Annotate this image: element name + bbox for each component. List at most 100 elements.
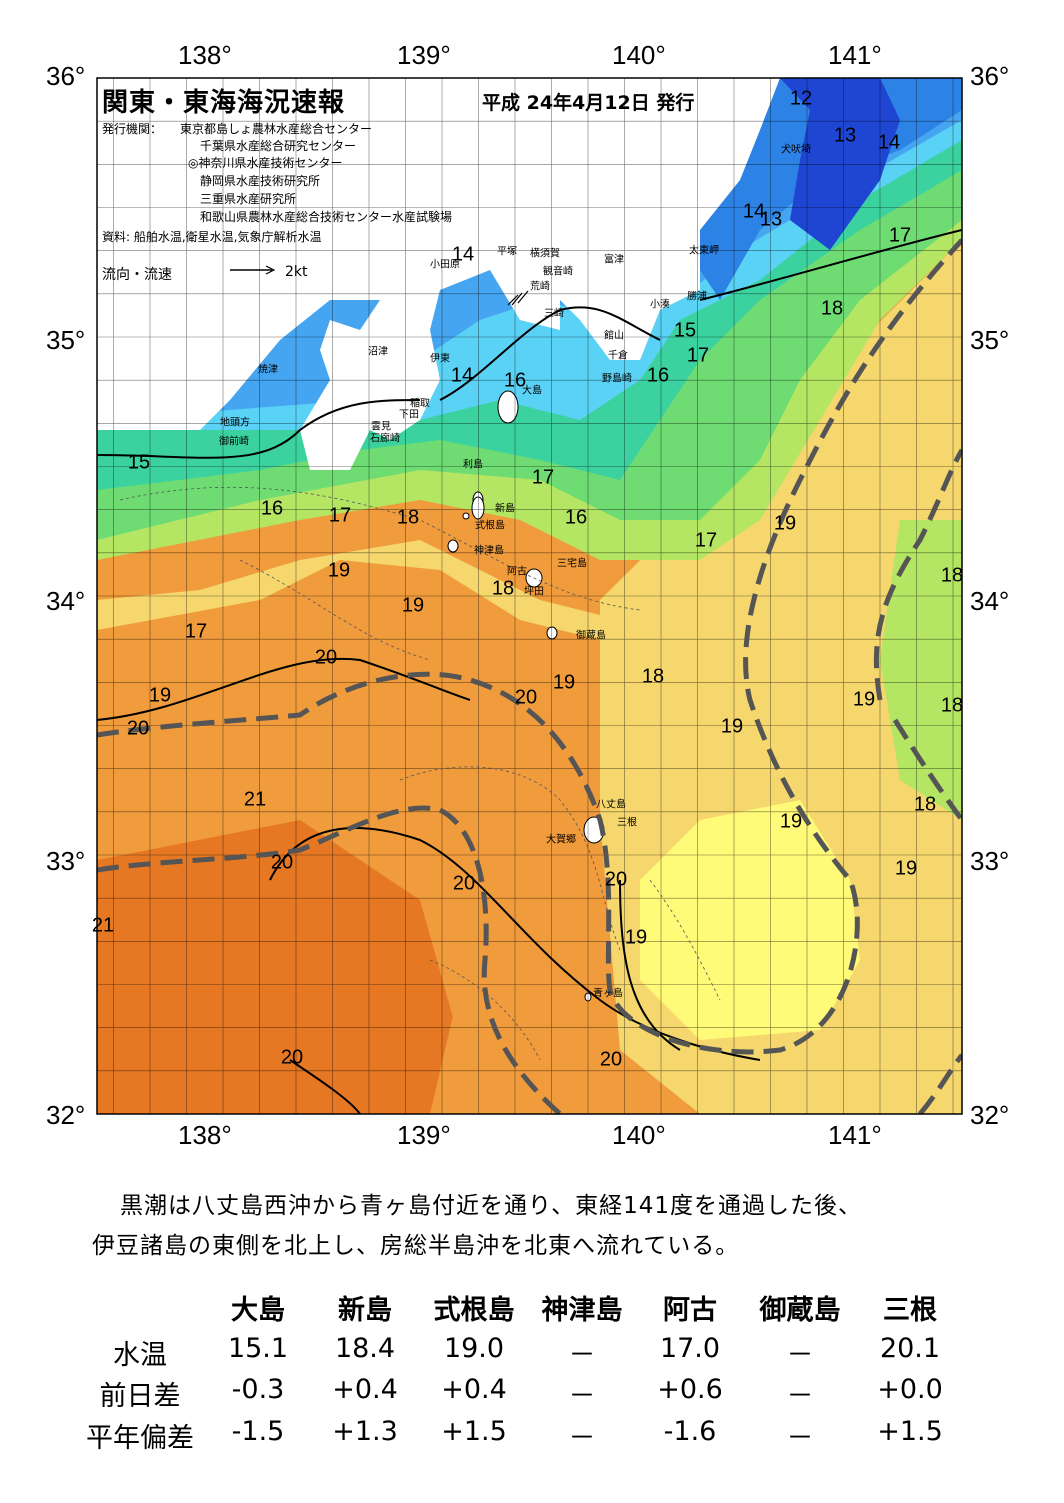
row-label: 前日差 — [99, 1381, 181, 1412]
place-label: 千倉 — [608, 350, 628, 362]
temp-label: 20 — [270, 851, 294, 874]
temp-label: 19 — [773, 512, 797, 535]
institution-line: ◎神奈川県水産技術センター — [188, 156, 343, 170]
temp-label: 19 — [327, 559, 351, 582]
lat-label-35-left: 35° — [46, 325, 86, 355]
temp-label: 17 — [184, 620, 208, 643]
table-cell: +1.3 — [332, 1416, 398, 1447]
lat-label-33-right: 33° — [970, 846, 1010, 876]
current-legend-speed: 2kt — [285, 264, 308, 280]
temp-label: 15 — [673, 319, 697, 342]
table-cell: 19.0 — [443, 1333, 505, 1364]
place-label: 新島 — [495, 503, 515, 515]
institution-line: 三重県水産研究所 — [200, 192, 297, 206]
table-cell: － — [786, 1340, 814, 1371]
table-cell: － — [568, 1423, 596, 1454]
place-label: 焼津 — [258, 364, 278, 376]
table-cell: -0.3 — [231, 1374, 285, 1405]
temp-label: 18 — [940, 694, 964, 717]
table-cell: － — [786, 1381, 814, 1412]
place-label: 犬吠埼 — [781, 144, 811, 156]
lon-label-140-top: 140° — [612, 40, 666, 70]
column-header: 大島 — [231, 1295, 285, 1326]
temp-label: 16 — [260, 497, 284, 520]
temp-label: 19 — [779, 810, 803, 833]
place-label: 御蔵島 — [576, 630, 606, 642]
temp-label: 20 — [280, 1046, 304, 1069]
temp-label: 17 — [888, 224, 912, 247]
temp-label: 15 — [127, 451, 151, 474]
column-header: 阿古 — [663, 1295, 717, 1326]
table-cell: +1.5 — [441, 1416, 507, 1447]
table-cell: 18.4 — [334, 1333, 396, 1364]
lat-label-35-right: 35° — [970, 325, 1010, 355]
summary-line-1: 黒潮は八丈島西沖から青ヶ島付近を通り、東経141度を通過した後、 — [120, 1193, 862, 1219]
temp-label: 19 — [894, 857, 918, 880]
temp-label: 21 — [91, 914, 115, 937]
place-label: 大島 — [522, 385, 542, 397]
column-header: 三根 — [883, 1295, 937, 1326]
column-header: 新島 — [338, 1295, 392, 1326]
place-label: 平塚 — [497, 246, 517, 258]
temp-label: 18 — [491, 577, 515, 600]
institution-line: 千葉県水産総合研究センター — [200, 139, 357, 153]
place-label: 富津 — [604, 254, 624, 266]
data-source: 資料: 船舶水温,衛星水温,気象庁解析水温 — [102, 230, 322, 244]
table-cell: 15.1 — [227, 1333, 289, 1364]
place-label: 三宅島 — [557, 558, 587, 570]
issue-date: 平成 24年4月12日 発行 — [482, 92, 695, 114]
place-label: 八丈島 — [596, 799, 626, 811]
institution-line: 発行機関： 東京都島しょ農林水産総合センター — [102, 122, 373, 136]
table-cell: +0.6 — [657, 1374, 723, 1405]
lon-label-138-top: 138° — [178, 40, 232, 70]
temp-label: 20 — [514, 686, 538, 709]
table-cell: -1.5 — [231, 1416, 285, 1447]
place-label: 大賀郷 — [546, 834, 576, 846]
temp-label: 12 — [789, 87, 813, 110]
place-label: 観音崎 — [543, 266, 573, 278]
temp-label: 14 — [450, 364, 474, 387]
lat-label-32-left: 32° — [46, 1100, 86, 1130]
place-label: 御前崎 — [219, 436, 249, 448]
temp-label: 20 — [126, 717, 150, 740]
lon-label-139-bottom: 139° — [397, 1120, 451, 1150]
temp-label: 16 — [503, 369, 527, 392]
column-header: 神津島 — [541, 1295, 623, 1326]
table-cell: － — [568, 1381, 596, 1412]
temp-label: 18 — [913, 793, 937, 816]
summary-line-2: 伊豆諸島の東側を北上し、房総半島沖を北東へ流れている。 — [92, 1233, 740, 1259]
temp-label: 18 — [940, 564, 964, 587]
place-label: 利島 — [463, 459, 483, 471]
sea-temperature-map — [96, 77, 963, 1115]
temp-label: 20 — [452, 872, 476, 895]
temp-label: 20 — [604, 868, 628, 891]
temp-label: 19 — [852, 688, 876, 711]
column-header: 式根島 — [433, 1295, 515, 1326]
institution-line: 静岡県水産技術研究所 — [200, 174, 321, 188]
temp-label: 19 — [624, 926, 648, 949]
table-cell: +0.4 — [332, 1374, 398, 1405]
current-arrows — [230, 265, 529, 306]
temp-label: 18 — [820, 297, 844, 320]
lat-label-36-left: 36° — [46, 61, 86, 91]
place-label: 太東岬 — [689, 245, 719, 257]
temp-label: 16 — [646, 364, 670, 387]
place-label: 神津島 — [474, 545, 504, 557]
place-label: 坪田 — [524, 586, 544, 598]
lon-label-139-top: 139° — [397, 40, 451, 70]
table-cell: 20.1 — [879, 1333, 941, 1364]
place-label: 沼津 — [368, 346, 388, 358]
table-cell: 17.0 — [659, 1333, 721, 1364]
row-label: 平年偏差 — [86, 1423, 194, 1454]
lat-label-33-left: 33° — [46, 846, 86, 876]
temp-label: 17 — [531, 466, 555, 489]
lon-label-141-bottom: 141° — [828, 1120, 882, 1150]
place-label: 勝浦 — [687, 291, 707, 303]
temp-label: 18 — [641, 665, 665, 688]
temperature-fields — [97, 78, 962, 1114]
place-label: 伊東 — [430, 353, 450, 365]
temp-label: 18 — [396, 506, 420, 529]
temp-label: 19 — [401, 594, 425, 617]
table-cell: － — [568, 1340, 596, 1371]
place-label: 青ヶ島 — [593, 988, 623, 1000]
